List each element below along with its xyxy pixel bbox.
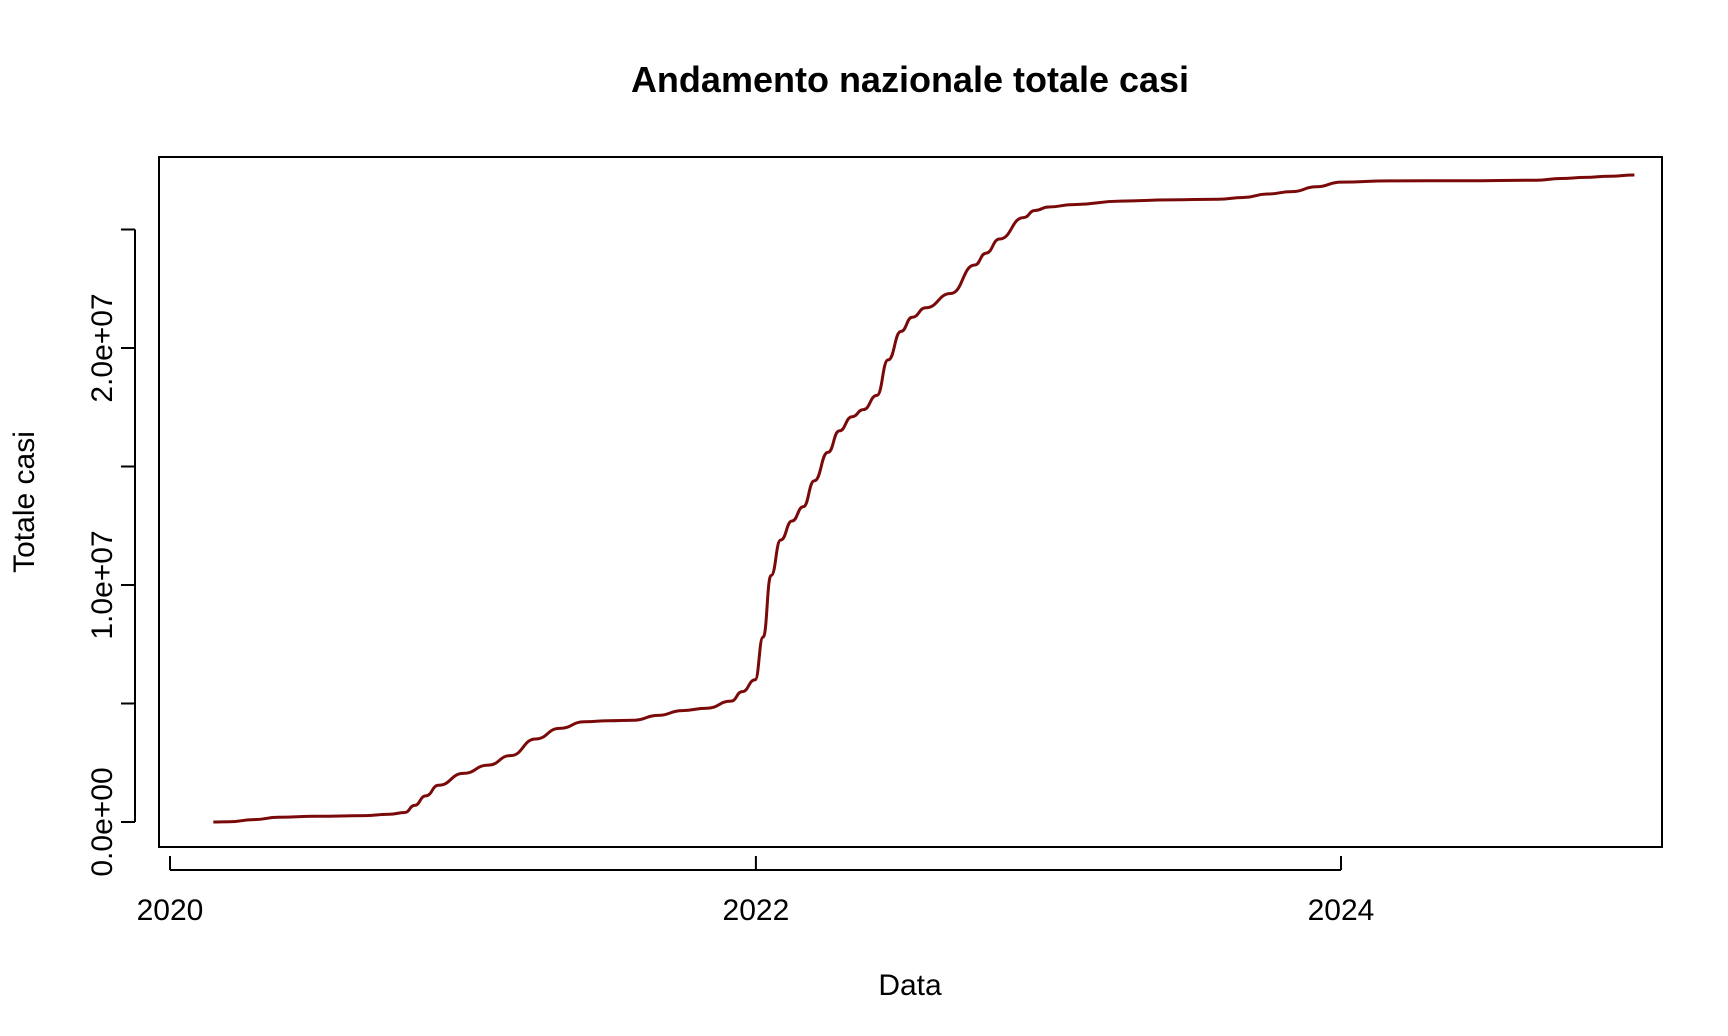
y-tick-label: 1.0e+07 bbox=[86, 530, 119, 639]
x-tick-label: 2020 bbox=[137, 894, 204, 927]
x-axis-label: Data bbox=[878, 969, 942, 1002]
y-tick-label: 2.0e+07 bbox=[86, 293, 119, 402]
chart-title: Andamento nazionale totale casi bbox=[631, 59, 1189, 100]
x-tick-label: 2022 bbox=[723, 894, 790, 927]
series-line-totale-casi bbox=[213, 173, 1635, 824]
y-axis-label: Totale casi bbox=[8, 431, 41, 573]
x-axis: 2020 2022 2024 bbox=[137, 856, 1375, 927]
x-tick-label: 2024 bbox=[1308, 894, 1375, 927]
y-tick-label: 0.0e+00 bbox=[86, 767, 119, 876]
plot-frame bbox=[158, 156, 1663, 848]
y-axis: 0.0e+00 1.0e+07 2.0e+07 bbox=[86, 228, 136, 877]
